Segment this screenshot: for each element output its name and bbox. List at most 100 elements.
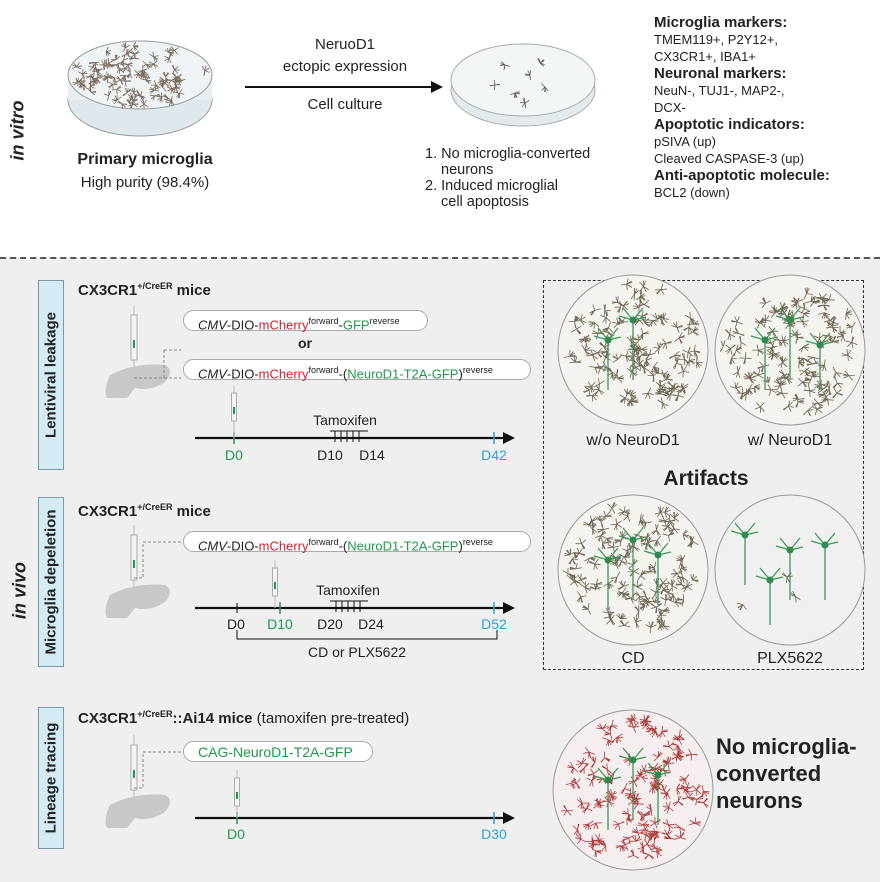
microglia-cell: [661, 521, 674, 533]
microglia-cell: [680, 785, 692, 795]
microglia-cell: [635, 769, 647, 780]
microglia-cell: [499, 61, 510, 70]
day-label: D0: [227, 826, 245, 842]
microglia-cell: [122, 62, 133, 70]
microglia-cell: [639, 280, 649, 293]
microglia-cell: [776, 387, 789, 399]
microglia-cell: [661, 829, 673, 840]
microglia-cell: [148, 60, 158, 69]
neuron-soma: [654, 551, 662, 559]
microglia-cell: [627, 568, 640, 577]
microglia-cell: [627, 395, 636, 407]
microglia-cell: [575, 537, 587, 550]
microglia-cell: [130, 50, 140, 60]
microglia-cell: [593, 798, 604, 809]
microglia-cell: [641, 838, 653, 850]
section-lineage: Lineage tracing: [38, 707, 64, 849]
microglia-cell: [589, 304, 601, 316]
microglia-cell: [687, 535, 695, 548]
microglia-cell: [832, 387, 843, 399]
microglia-cell: [662, 819, 675, 831]
microglia-cell: [636, 310, 649, 323]
microglia-cell: [639, 293, 646, 304]
microglia-cell: [610, 518, 623, 531]
microglia-cell: [600, 751, 611, 763]
neuron-soma: [604, 336, 612, 344]
microglia-cell: [818, 312, 831, 319]
microglia-cell: [636, 290, 646, 301]
dish1-title: Primary microglia: [77, 151, 213, 168]
microglia-cell: [678, 566, 688, 575]
microglia-cell: [630, 288, 640, 301]
microglia-cell: [116, 63, 125, 74]
neuron-soma: [816, 341, 824, 349]
result-1b: neurons: [441, 162, 494, 178]
microglia-cell: [650, 603, 662, 614]
microglia-cell: [596, 515, 607, 528]
microglia-cell: [122, 87, 132, 97]
microglia-cell: [644, 565, 657, 575]
microglia-cell: [602, 536, 614, 545]
microglia-cell: [129, 87, 139, 98]
microglia-cell: [104, 90, 112, 101]
microglia-cell: [669, 597, 682, 607]
microglia-cell: [827, 335, 840, 344]
microglia-cell: [137, 65, 148, 76]
microglia-cell: [638, 300, 650, 309]
microglia-cell: [766, 326, 779, 337]
marker-heading: Neuronal markers:: [654, 65, 787, 82]
microglia-cell: [606, 789, 618, 802]
microglia-cell: [682, 346, 695, 359]
marker-line: Cleaved CASPASE-3 (up): [654, 151, 805, 166]
microglia-cell: [773, 378, 786, 390]
microglia-cell: [657, 606, 670, 613]
microglia-cell: [627, 558, 638, 569]
microglia-cell: [72, 62, 82, 70]
dish1-subtitle: High purity (98.4%): [80, 174, 210, 191]
microglia-cell: [731, 316, 743, 328]
timelines: [195, 385, 515, 824]
microglia-cell: [642, 852, 655, 860]
microglia-cell: [686, 354, 696, 367]
microglia-cell: [667, 591, 677, 601]
microglia-cell: [600, 311, 611, 324]
microglia-cell: [639, 823, 651, 836]
microglia-cell: [614, 536, 626, 547]
microglia-cell: [792, 393, 805, 402]
microglia-cell: [634, 605, 640, 618]
microglia-cell: [803, 287, 813, 300]
microglia-cell: [151, 80, 161, 90]
microglia-cell: [575, 573, 587, 585]
microglia-cell: [662, 801, 674, 814]
microglia-cell: [679, 774, 690, 786]
microglia-cell: [754, 317, 765, 329]
microglia-cell: [658, 725, 668, 738]
result-1: 1. No microglia-converted: [425, 146, 591, 162]
marker-heading: Anti-apoptotic molecule:: [654, 167, 830, 184]
microglia-cell: [839, 325, 846, 338]
microglia-cell: [647, 369, 659, 382]
microglia-cell: [585, 381, 596, 393]
microglia-cell: [569, 562, 582, 570]
microglia-cell: [589, 583, 602, 590]
microglia-cell: [133, 69, 143, 79]
microglia-cell: [570, 777, 581, 789]
tamoxifen-label: Tamoxifen: [313, 412, 377, 428]
microglia-cell: [836, 329, 846, 342]
microglia-cell: [652, 751, 663, 762]
microglia-cell: [615, 845, 628, 852]
microglia-cell: [789, 590, 801, 603]
microglia-cell: [667, 579, 678, 592]
microglia-cell: [646, 803, 653, 816]
microglia-cell: [576, 797, 589, 809]
microglia-cell: [654, 283, 667, 295]
microglia-cell: [646, 727, 657, 734]
microglia-cell: [669, 511, 680, 522]
microglia-cell: [622, 544, 632, 558]
microglia-cell: [627, 849, 640, 859]
microglia-cell: [76, 80, 87, 89]
day-label: D30: [481, 826, 507, 842]
microglia-cell: [682, 529, 690, 541]
microglia-cell: [845, 307, 853, 320]
microglia-cell: [661, 373, 673, 383]
